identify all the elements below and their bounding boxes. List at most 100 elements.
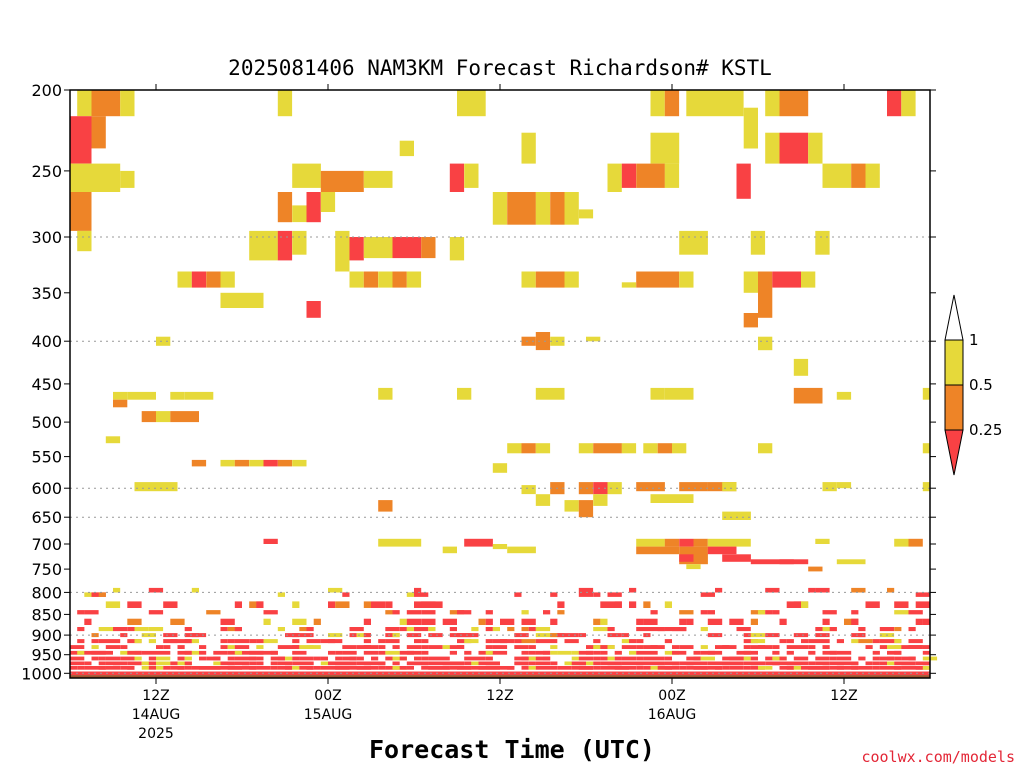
ri-cell bbox=[686, 90, 744, 117]
ri-cell-lowlevel bbox=[507, 627, 515, 632]
ri-cell-lowlevel bbox=[629, 587, 637, 593]
ri-cell-lowlevel bbox=[105, 661, 121, 666]
ri-cell-lowlevel bbox=[191, 587, 199, 593]
ri-cell-lowlevel bbox=[199, 645, 207, 649]
ri-cell-lowlevel bbox=[815, 587, 830, 593]
ri-cell-lowlevel bbox=[715, 661, 730, 666]
ri-cell bbox=[672, 443, 687, 454]
ri-cell-lowlevel bbox=[285, 645, 300, 649]
ri-cell-lowlevel bbox=[621, 656, 637, 661]
ri-cell-lowlevel bbox=[184, 666, 192, 670]
ri-cell-lowlevel bbox=[521, 639, 536, 644]
ri-cell-lowlevel bbox=[643, 656, 651, 661]
ri-cell bbox=[736, 163, 751, 199]
ri-cell-lowlevel bbox=[851, 666, 859, 670]
x-tick-label: 14AUG bbox=[132, 707, 181, 723]
ri-cell-lowlevel bbox=[385, 666, 400, 670]
ri-cell-lowlevel bbox=[535, 661, 543, 666]
ri-cell-lowlevel bbox=[234, 666, 242, 670]
ri-cell-lowlevel bbox=[378, 666, 386, 670]
ri-cell-lowlevel bbox=[227, 645, 235, 649]
ri-cell bbox=[578, 209, 594, 219]
x-tick-label: 15AUG bbox=[304, 707, 353, 723]
ri-cell-lowlevel bbox=[765, 587, 780, 593]
ri-cell-lowlevel bbox=[156, 661, 171, 666]
ri-cell-lowlevel bbox=[550, 592, 558, 597]
ri-cell-lowlevel bbox=[808, 661, 816, 666]
ri-cell-lowlevel bbox=[177, 650, 192, 655]
ri-cell-lowlevel bbox=[586, 656, 594, 661]
ri-cell-lowlevel bbox=[514, 661, 529, 666]
ri-cell-lowlevel bbox=[650, 650, 658, 655]
ri-cell bbox=[220, 292, 264, 308]
ri-cell bbox=[722, 482, 737, 492]
ri-cell bbox=[191, 271, 207, 288]
ri-cell-lowlevel bbox=[664, 666, 672, 670]
ri-cell bbox=[593, 494, 608, 506]
ri-cell-lowlevel bbox=[636, 661, 651, 666]
ri-cell-lowlevel bbox=[292, 633, 300, 638]
ri-cell bbox=[758, 271, 773, 318]
ri-cell-lowlevel bbox=[578, 587, 594, 593]
ri-cell-lowlevel bbox=[507, 666, 515, 670]
ri-cell-lowlevel bbox=[70, 645, 85, 649]
ri-cell-lowlevel bbox=[887, 587, 895, 593]
ri-cell-lowlevel bbox=[750, 661, 758, 666]
ri-cell-lowlevel bbox=[887, 645, 902, 649]
ri-cell-lowlevel bbox=[614, 601, 622, 608]
ri-cell-lowlevel bbox=[349, 650, 357, 655]
lowlevel-cells-layer bbox=[70, 587, 938, 676]
ri-cell-lowlevel bbox=[578, 650, 594, 655]
ri-cell-lowlevel bbox=[593, 656, 601, 661]
ri-cell-lowlevel bbox=[578, 633, 586, 638]
ri-cell-lowlevel bbox=[105, 656, 113, 661]
ri-cell-lowlevel bbox=[707, 610, 715, 615]
ri-cell-lowlevel bbox=[793, 666, 801, 670]
ri-cell bbox=[363, 237, 393, 259]
ri-cell-lowlevel bbox=[320, 656, 328, 661]
ri-cell-lowlevel bbox=[191, 666, 207, 670]
ri-cell-lowlevel bbox=[686, 656, 701, 661]
legend: 1 0.5 0.25 bbox=[944, 294, 1002, 476]
ri-cell-lowlevel bbox=[564, 650, 572, 655]
ri-cell-lowlevel bbox=[693, 656, 701, 661]
y-tick-label: 200 bbox=[31, 81, 62, 100]
ri-cell-lowlevel bbox=[557, 610, 565, 615]
ri-cell-lowlevel bbox=[220, 650, 228, 655]
ri-cell-lowlevel bbox=[363, 601, 371, 608]
ri-cell-lowlevel bbox=[715, 618, 723, 625]
ri-cell-lowlevel bbox=[887, 666, 902, 670]
ri-cell-lowlevel bbox=[105, 645, 121, 649]
ri-cell-lowlevel bbox=[636, 650, 651, 655]
ri-cell-lowlevel bbox=[84, 592, 99, 597]
ri-cell-lowlevel bbox=[879, 656, 895, 661]
ri-cell-lowlevel bbox=[213, 661, 221, 666]
ri-cell bbox=[535, 332, 551, 351]
ri-cell-lowlevel bbox=[736, 666, 744, 670]
ri-cell-lowlevel bbox=[664, 639, 672, 644]
ri-cell bbox=[679, 230, 708, 255]
ri-cell-lowlevel bbox=[428, 666, 443, 670]
ri-cell bbox=[922, 443, 930, 454]
legend-label: 0.5 bbox=[969, 376, 993, 394]
ri-cell-lowlevel bbox=[148, 661, 156, 666]
ri-cell-lowlevel bbox=[234, 650, 242, 655]
ri-cell-lowlevel bbox=[406, 592, 414, 597]
ri-cell-lowlevel bbox=[306, 656, 314, 661]
credit-link[interactable]: coolwx.com/models bbox=[861, 748, 1015, 766]
ri-cell-lowlevel bbox=[292, 650, 307, 655]
ri-cell bbox=[263, 459, 278, 467]
ri-cell-lowlevel bbox=[242, 656, 257, 661]
ri-cell-lowlevel bbox=[263, 650, 278, 655]
ri-cell-lowlevel bbox=[335, 650, 343, 655]
ri-cell-lowlevel bbox=[148, 656, 156, 661]
ri-cell-lowlevel bbox=[593, 661, 601, 666]
ri-cell-lowlevel bbox=[894, 627, 902, 632]
ri-cell-lowlevel bbox=[672, 666, 680, 670]
ri-cell bbox=[578, 443, 594, 454]
ri-cell bbox=[679, 554, 694, 562]
ri-cell-lowlevel bbox=[449, 645, 465, 649]
ri-cell-lowlevel bbox=[743, 645, 751, 649]
ri-cell-lowlevel bbox=[736, 656, 751, 661]
ri-cell-lowlevel bbox=[328, 587, 343, 593]
